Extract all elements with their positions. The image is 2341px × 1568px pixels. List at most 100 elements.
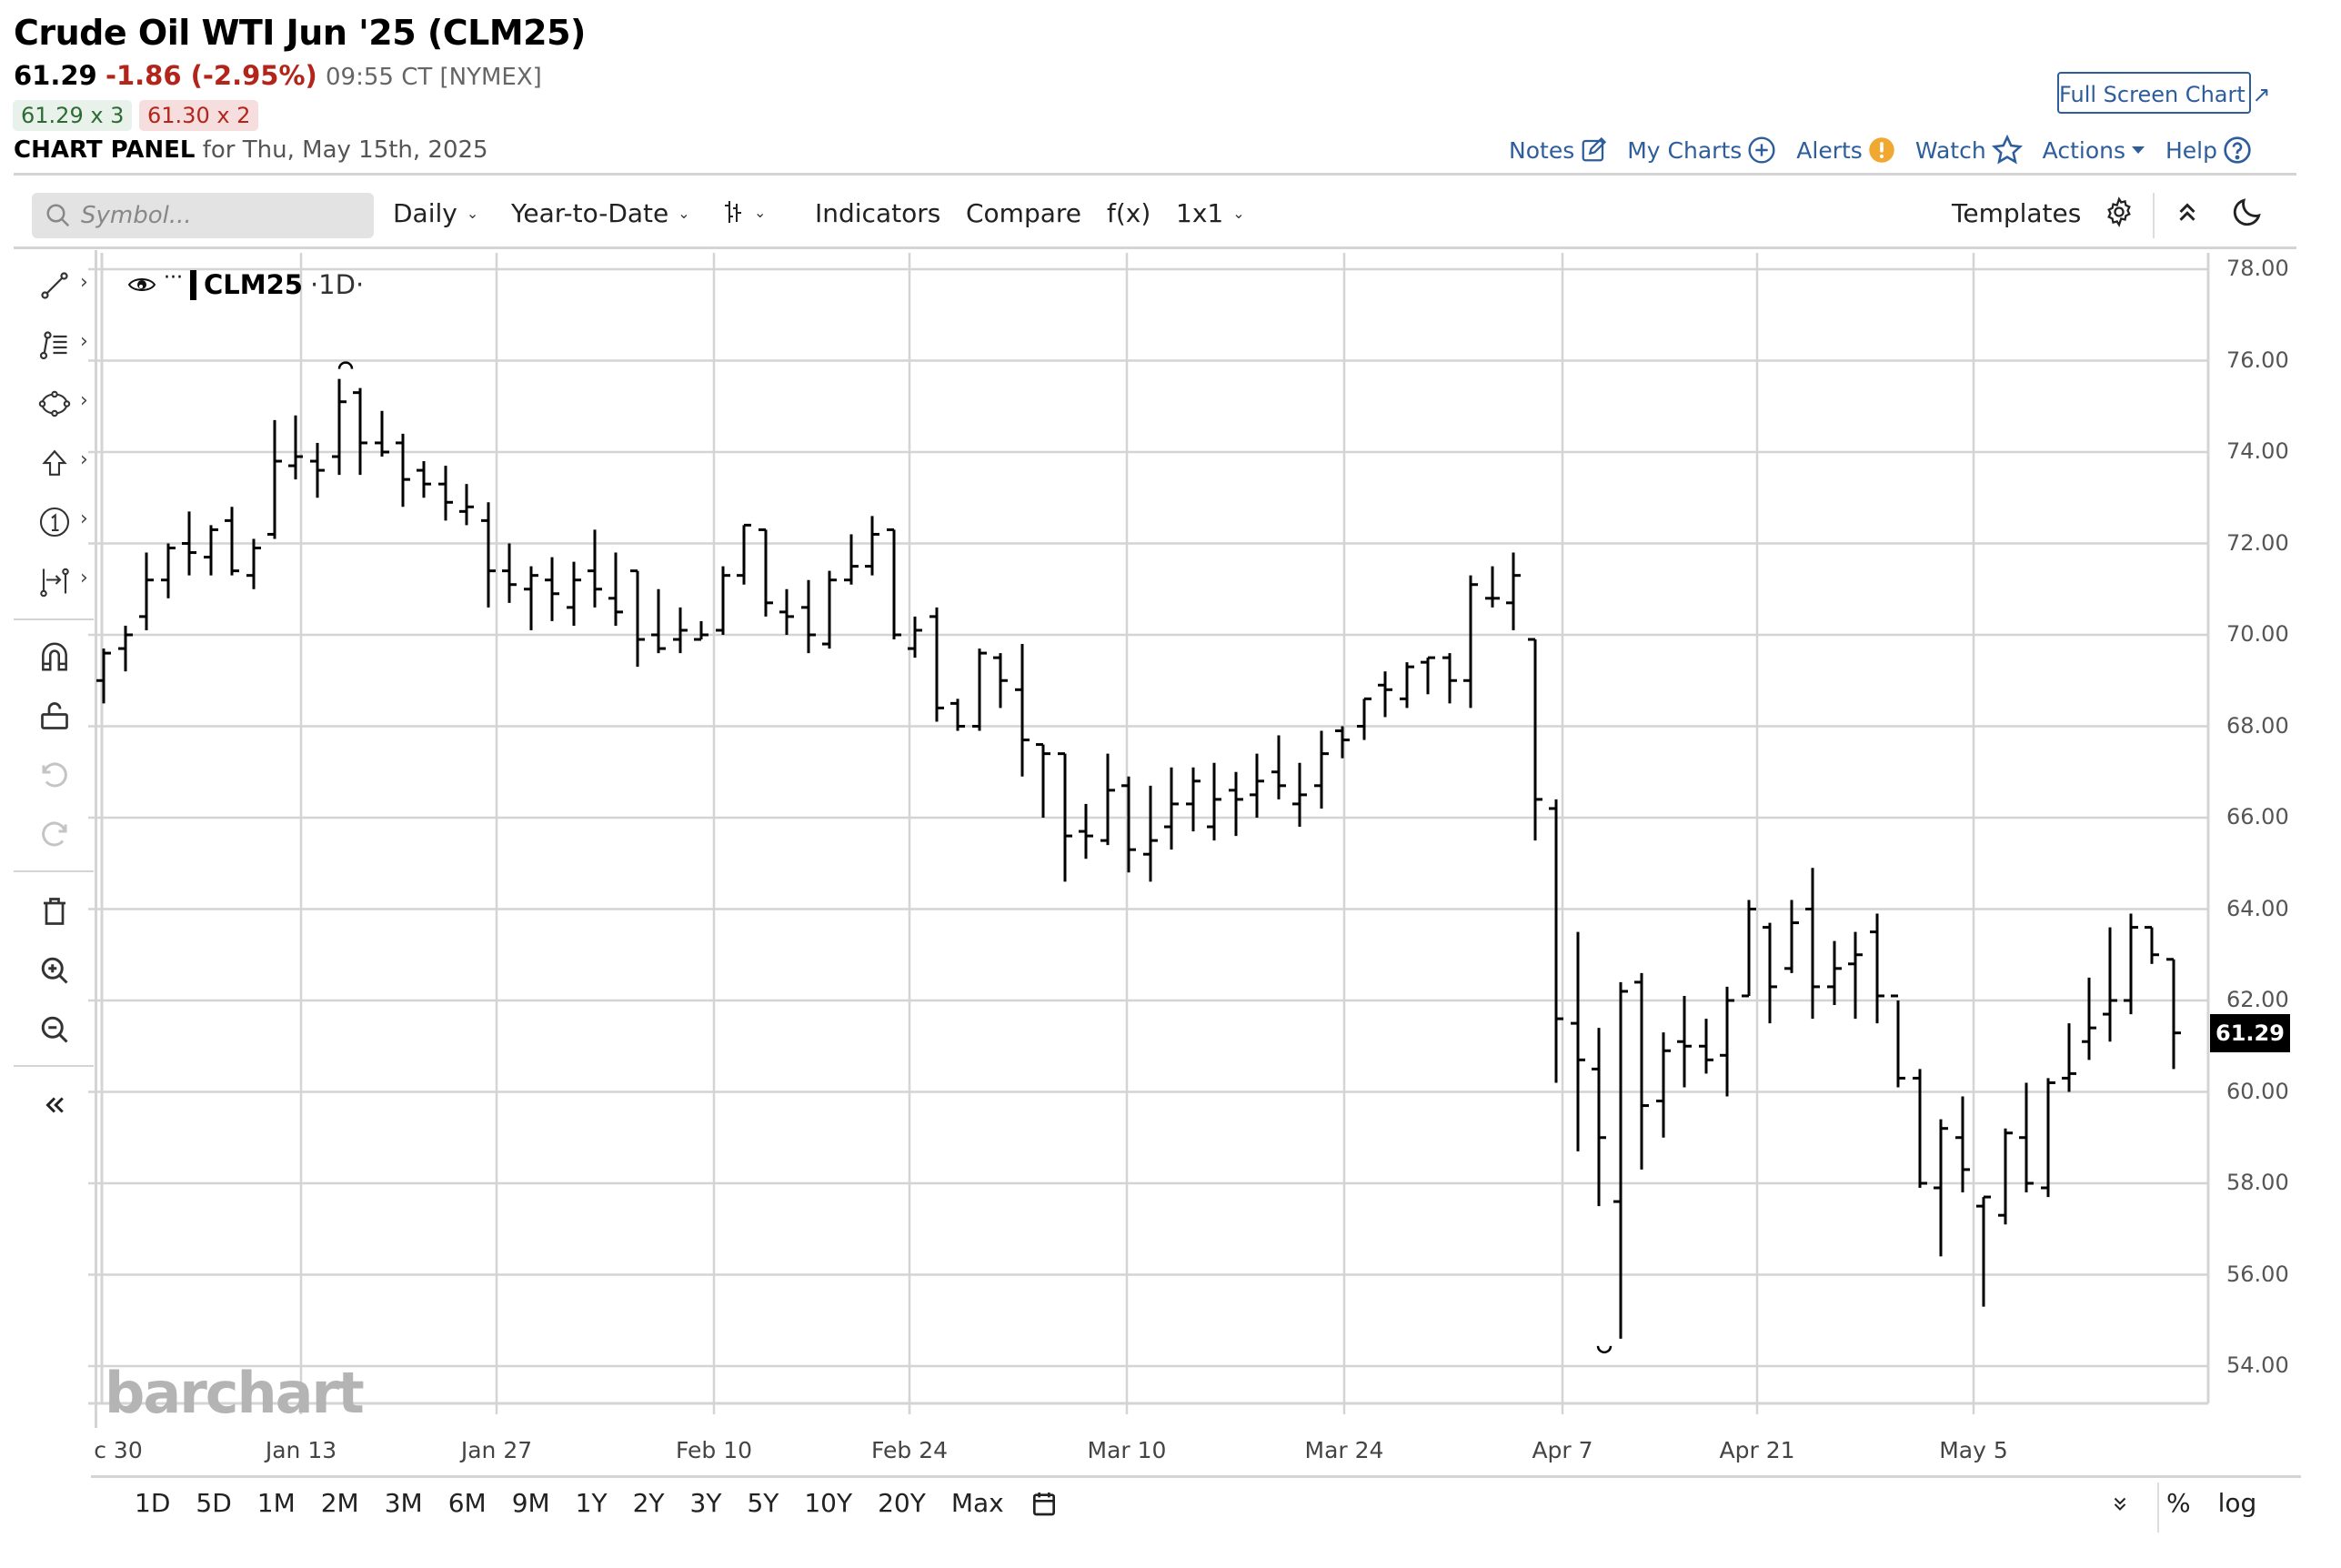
ask-badge: 61.30 x 2 bbox=[139, 100, 259, 131]
trendline-tool[interactable] bbox=[35, 266, 75, 306]
period-3m[interactable]: 3M bbox=[384, 1488, 423, 1518]
period-1d[interactable]: 1D bbox=[135, 1488, 171, 1518]
period-max[interactable]: Max bbox=[950, 1488, 1004, 1518]
ohlc-bar bbox=[651, 588, 666, 654]
compare-button[interactable]: Compare bbox=[966, 198, 1082, 228]
chevron-right-icon[interactable]: › bbox=[80, 389, 88, 412]
chevron-right-icon[interactable]: › bbox=[80, 508, 88, 530]
period-1y[interactable]: 1Y bbox=[575, 1488, 608, 1518]
search-placeholder: Symbol... bbox=[81, 202, 192, 229]
date-tick-label: Apr 7 bbox=[1532, 1437, 1593, 1463]
ohlc-bar bbox=[1528, 638, 1542, 841]
dark-mode-toggle[interactable] bbox=[2230, 195, 2265, 229]
range-dropdown[interactable]: Year-to-Date ⌄ bbox=[511, 198, 690, 228]
ohlc-bar bbox=[1485, 566, 1500, 608]
layout-dropdown[interactable]: 1x1 ⌄ bbox=[1176, 198, 1245, 228]
period-3y[interactable]: 3Y bbox=[689, 1488, 722, 1518]
ohlc-bar bbox=[246, 538, 261, 589]
ohlc-bar bbox=[1121, 776, 1136, 873]
collapse-toolbar-button[interactable] bbox=[35, 1085, 75, 1125]
ohlc-bar bbox=[459, 484, 474, 526]
ohlc-bar bbox=[630, 569, 645, 668]
more-options-icon[interactable]: ··· bbox=[164, 266, 183, 289]
fib-tool[interactable] bbox=[35, 325, 75, 365]
period-1m[interactable]: 1M bbox=[256, 1488, 296, 1518]
chevron-right-icon[interactable]: › bbox=[80, 330, 88, 353]
lock-tool[interactable] bbox=[35, 696, 75, 736]
chevron-right-icon[interactable]: › bbox=[80, 567, 88, 589]
shapes-tool[interactable] bbox=[35, 384, 75, 424]
collapse-header-button[interactable] bbox=[2174, 196, 2201, 227]
price-tick-label: 68.00 bbox=[2226, 712, 2289, 739]
period-6m[interactable]: 6M bbox=[447, 1488, 487, 1518]
chart-type-dropdown[interactable]: ⌄ bbox=[721, 198, 766, 226]
zoom-out-button[interactable] bbox=[35, 1010, 75, 1050]
delete-drawings-button[interactable] bbox=[35, 891, 75, 931]
full-screen-chart-button[interactable]: Full Screen Chart ↗ bbox=[2057, 72, 2271, 114]
measure-tool[interactable] bbox=[35, 561, 75, 601]
quote-line: 61.29 -1.86 (-2.95%) 09:55 CT [NYMEX] bbox=[14, 60, 542, 91]
alert-exclamation-icon bbox=[1869, 137, 1894, 163]
price-tick-label: 64.00 bbox=[2226, 895, 2289, 921]
panel-date: for Thu, May 15th, 2025 bbox=[202, 136, 488, 164]
ohlc-bar bbox=[332, 378, 347, 476]
watch-label: Watch bbox=[1914, 136, 1986, 164]
chevron-right-icon[interactable]: › bbox=[80, 448, 88, 471]
double-chevron-down-icon[interactable] bbox=[2110, 1492, 2130, 1515]
function-button[interactable]: f(x) bbox=[1107, 198, 1151, 228]
period-2y[interactable]: 2Y bbox=[632, 1488, 665, 1518]
templates-button[interactable]: Templates bbox=[1952, 198, 2082, 228]
date-tick-label: Jan 27 bbox=[460, 1437, 533, 1463]
ohlc-bar bbox=[1699, 1019, 1713, 1074]
double-chevron-up-icon bbox=[2179, 203, 2195, 221]
period-20y[interactable]: 20Y bbox=[878, 1488, 926, 1518]
redo-icon bbox=[42, 821, 67, 847]
ohlc-bar bbox=[865, 516, 879, 576]
indicators-button[interactable]: Indicators bbox=[815, 198, 941, 228]
help-question-icon bbox=[2224, 136, 2251, 164]
notes-button[interactable]: Notes bbox=[1509, 136, 1607, 164]
interval-dropdown[interactable]: Daily ⌄ bbox=[393, 198, 478, 228]
ohlc-bar bbox=[2062, 1023, 2076, 1092]
period-10y[interactable]: 10Y bbox=[804, 1488, 853, 1518]
actions-dropdown[interactable]: Actions bbox=[2043, 137, 2145, 164]
shape-ellipse-icon bbox=[38, 390, 71, 417]
period-9m[interactable]: 9M bbox=[511, 1488, 550, 1518]
ohlc-bar bbox=[2082, 977, 2096, 1060]
trash-icon bbox=[44, 898, 65, 925]
ohlc-bar bbox=[1250, 753, 1264, 818]
ohlc-bar bbox=[1891, 994, 1905, 1088]
symbol-search-input[interactable]: Symbol... bbox=[32, 193, 374, 238]
date-tick-label: Mar 24 bbox=[1304, 1437, 1384, 1463]
undo-button[interactable] bbox=[35, 755, 75, 795]
calendar-icon[interactable] bbox=[1030, 1489, 1059, 1518]
ohlc-bar bbox=[161, 543, 176, 598]
period-5y[interactable]: 5Y bbox=[747, 1488, 779, 1518]
alerts-button[interactable]: Alerts bbox=[1796, 136, 1895, 164]
ohlc-bar bbox=[1720, 986, 1734, 1097]
percent-scale-toggle[interactable]: % bbox=[2166, 1488, 2191, 1518]
magnet-tool[interactable] bbox=[35, 637, 75, 677]
ohlc-bar bbox=[1998, 1128, 2013, 1225]
arrow-tool[interactable] bbox=[35, 443, 75, 483]
price-tick-label: 78.00 bbox=[2226, 256, 2289, 281]
price-tick-label: 60.00 bbox=[2226, 1078, 2289, 1104]
chart-legend: ··· CLM25 ·1D· bbox=[127, 266, 364, 300]
ohlc-bar bbox=[908, 616, 922, 658]
period-5d[interactable]: 5D bbox=[196, 1488, 232, 1518]
redo-button[interactable] bbox=[35, 814, 75, 854]
ohlc-bar bbox=[1592, 1028, 1606, 1207]
ohlc-bar bbox=[1571, 931, 1585, 1151]
chevron-right-icon[interactable]: › bbox=[80, 271, 88, 294]
ohlc-bar bbox=[1271, 735, 1286, 799]
watch-button[interactable]: Watch bbox=[1915, 135, 2023, 166]
annotation-tool[interactable] bbox=[35, 502, 75, 542]
log-scale-toggle[interactable]: log bbox=[2217, 1488, 2257, 1518]
settings-button[interactable] bbox=[2104, 196, 2135, 227]
eye-icon[interactable] bbox=[127, 275, 156, 295]
zoom-in-button[interactable] bbox=[35, 950, 75, 990]
period-2m[interactable]: 2M bbox=[320, 1488, 359, 1518]
my-charts-button[interactable]: My Charts bbox=[1627, 136, 1776, 165]
help-button[interactable]: Help bbox=[2165, 136, 2252, 165]
